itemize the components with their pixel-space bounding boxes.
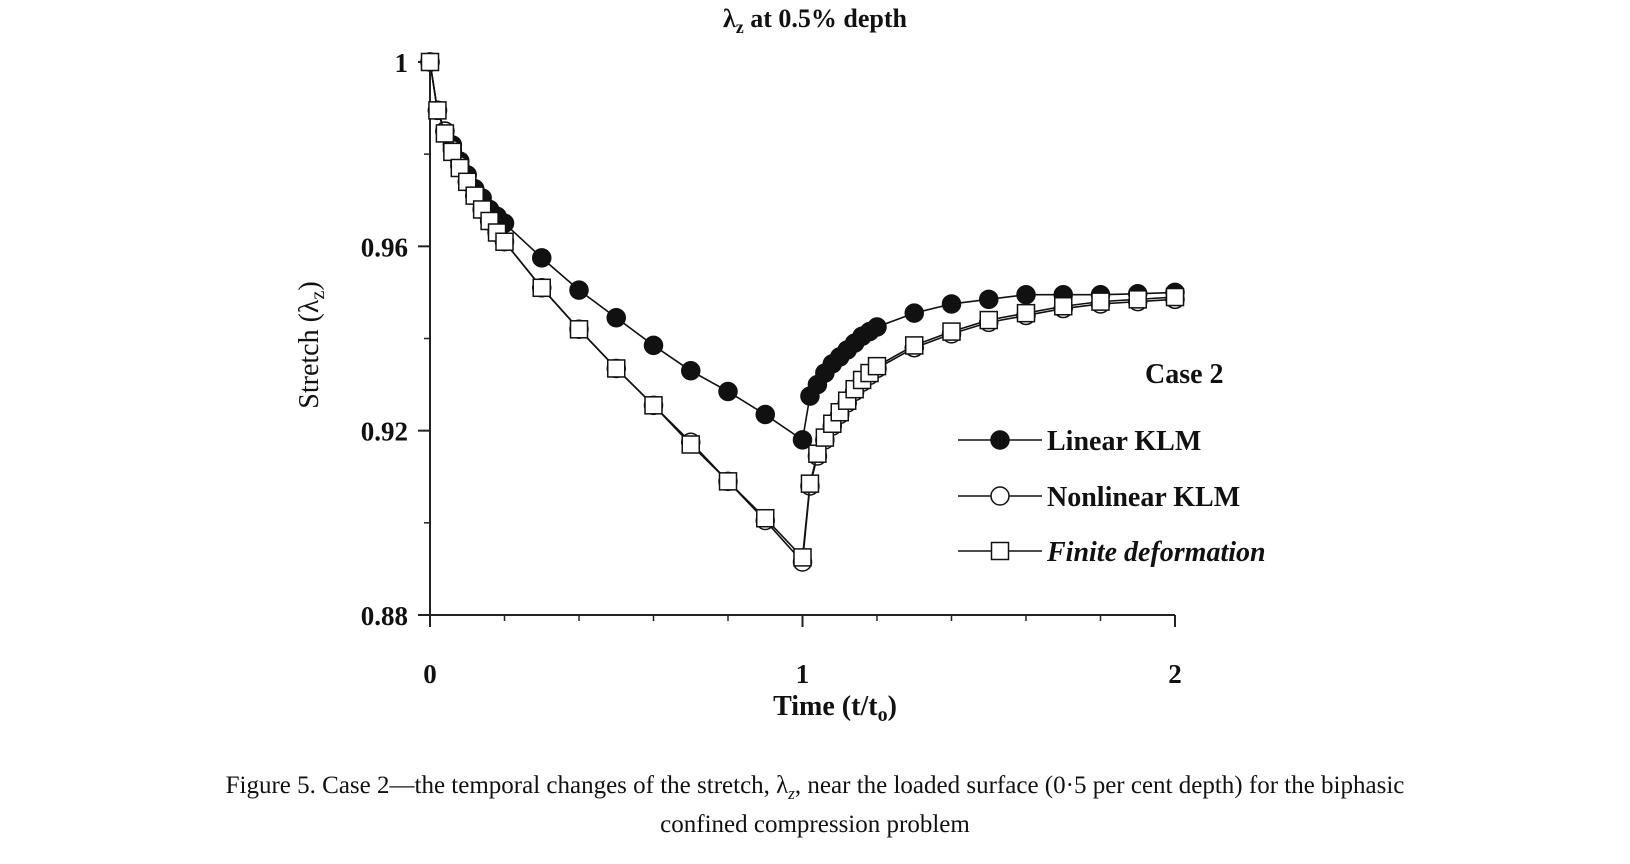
series-2: [420, 52, 1185, 567]
legend-marker: [990, 541, 1010, 561]
x-axis-label: Time (t/to): [773, 691, 897, 726]
legend-marker: [990, 486, 1010, 506]
figure-caption: Figure 5. Case 2—the temporal changes of…: [20, 770, 1610, 840]
data-point: [428, 101, 447, 120]
y-axis-label-sub: z: [307, 291, 329, 300]
data-point: [904, 303, 924, 323]
data-point: [867, 317, 887, 337]
data-point: [1016, 284, 1036, 305]
data-point: [606, 308, 626, 328]
legend-label: Finite deformation: [1046, 537, 1266, 568]
data-point: [443, 142, 462, 162]
caption-line-1: Figure 5. Case 2—the temporal changes of…: [20, 770, 1610, 809]
data-point: [644, 396, 663, 415]
data-point: [495, 232, 514, 251]
data-point: [681, 435, 700, 454]
data-point: [793, 548, 812, 567]
series-layer: [420, 52, 1185, 572]
data-point: [435, 124, 455, 143]
data-point: [681, 361, 701, 381]
data-point: [1165, 287, 1185, 307]
legend-title: Case 2: [1145, 359, 1224, 390]
y-axis-label: Stretch (λz): [294, 281, 329, 408]
data-point: [643, 335, 664, 356]
x-tick-label: 0: [423, 659, 437, 689]
y-tick-label: 0.88: [361, 601, 408, 631]
y-tick-label: 1: [395, 48, 409, 78]
axes: 0.88 0.92 0.96 1 0 1 2: [361, 48, 1182, 689]
data-point: [905, 336, 924, 355]
caption-subscript: z: [788, 784, 795, 803]
legend-marker: [990, 430, 1010, 450]
x-tick-label: 2: [1168, 659, 1182, 689]
data-point: [532, 278, 551, 298]
title-rest: at 0.5% depth: [743, 4, 908, 33]
data-point: [1016, 303, 1036, 323]
series-0: [420, 52, 1185, 450]
data-point: [756, 508, 775, 528]
data-point: [755, 404, 775, 425]
data-point: [569, 280, 589, 300]
title-lambda: λ: [722, 4, 736, 33]
data-point: [1128, 290, 1147, 309]
data-point: [1091, 292, 1110, 311]
x-axis-label-sub: o: [878, 704, 888, 726]
y-tick-label: 0.96: [361, 232, 408, 262]
data-point: [800, 474, 820, 493]
data-point: [941, 294, 962, 314]
legend-label: Linear KLM: [1047, 426, 1201, 457]
x-tick-label: 1: [796, 659, 810, 689]
title-subscript: z: [735, 17, 744, 38]
data-point: [979, 289, 999, 310]
caption-line-1-text: Figure 5. Case 2—the temporal changes of…: [225, 772, 789, 799]
caption-line-2: confined compression problem: [660, 811, 970, 838]
y-axis-label-main: Stretch (λ: [294, 299, 325, 409]
data-point: [718, 472, 738, 491]
data-point: [1054, 296, 1073, 316]
data-point: [979, 310, 998, 330]
x-axis-label-end: ): [888, 691, 897, 722]
y-axis-label-end: ): [294, 281, 325, 290]
data-point: [808, 444, 827, 463]
data-point: [532, 248, 552, 268]
data-point: [718, 381, 738, 402]
x-axis-label-main: Time (t/t: [773, 691, 878, 722]
chart-title: λz at 0.5% depth: [0, 4, 1630, 38]
stretch-chart: 0.88 0.92 0.96 1 0 1 2 Case 2 Linear KLM Nonlin…: [294, 48, 1266, 726]
legend-label: Nonlinear KLM: [1047, 482, 1240, 513]
data-point: [420, 52, 440, 72]
legend: Case 2 Linear KLM Nonlinear KLM Finite def…: [958, 359, 1266, 568]
caption-line-1-rest: , near the loaded surface (0·5 per cent …: [794, 772, 1405, 799]
data-point: [942, 322, 961, 341]
data-point: [867, 356, 887, 376]
data-point: [607, 359, 626, 378]
data-point: [569, 320, 589, 339]
y-tick-label: 0.92: [361, 417, 408, 447]
data-point: [792, 430, 813, 450]
